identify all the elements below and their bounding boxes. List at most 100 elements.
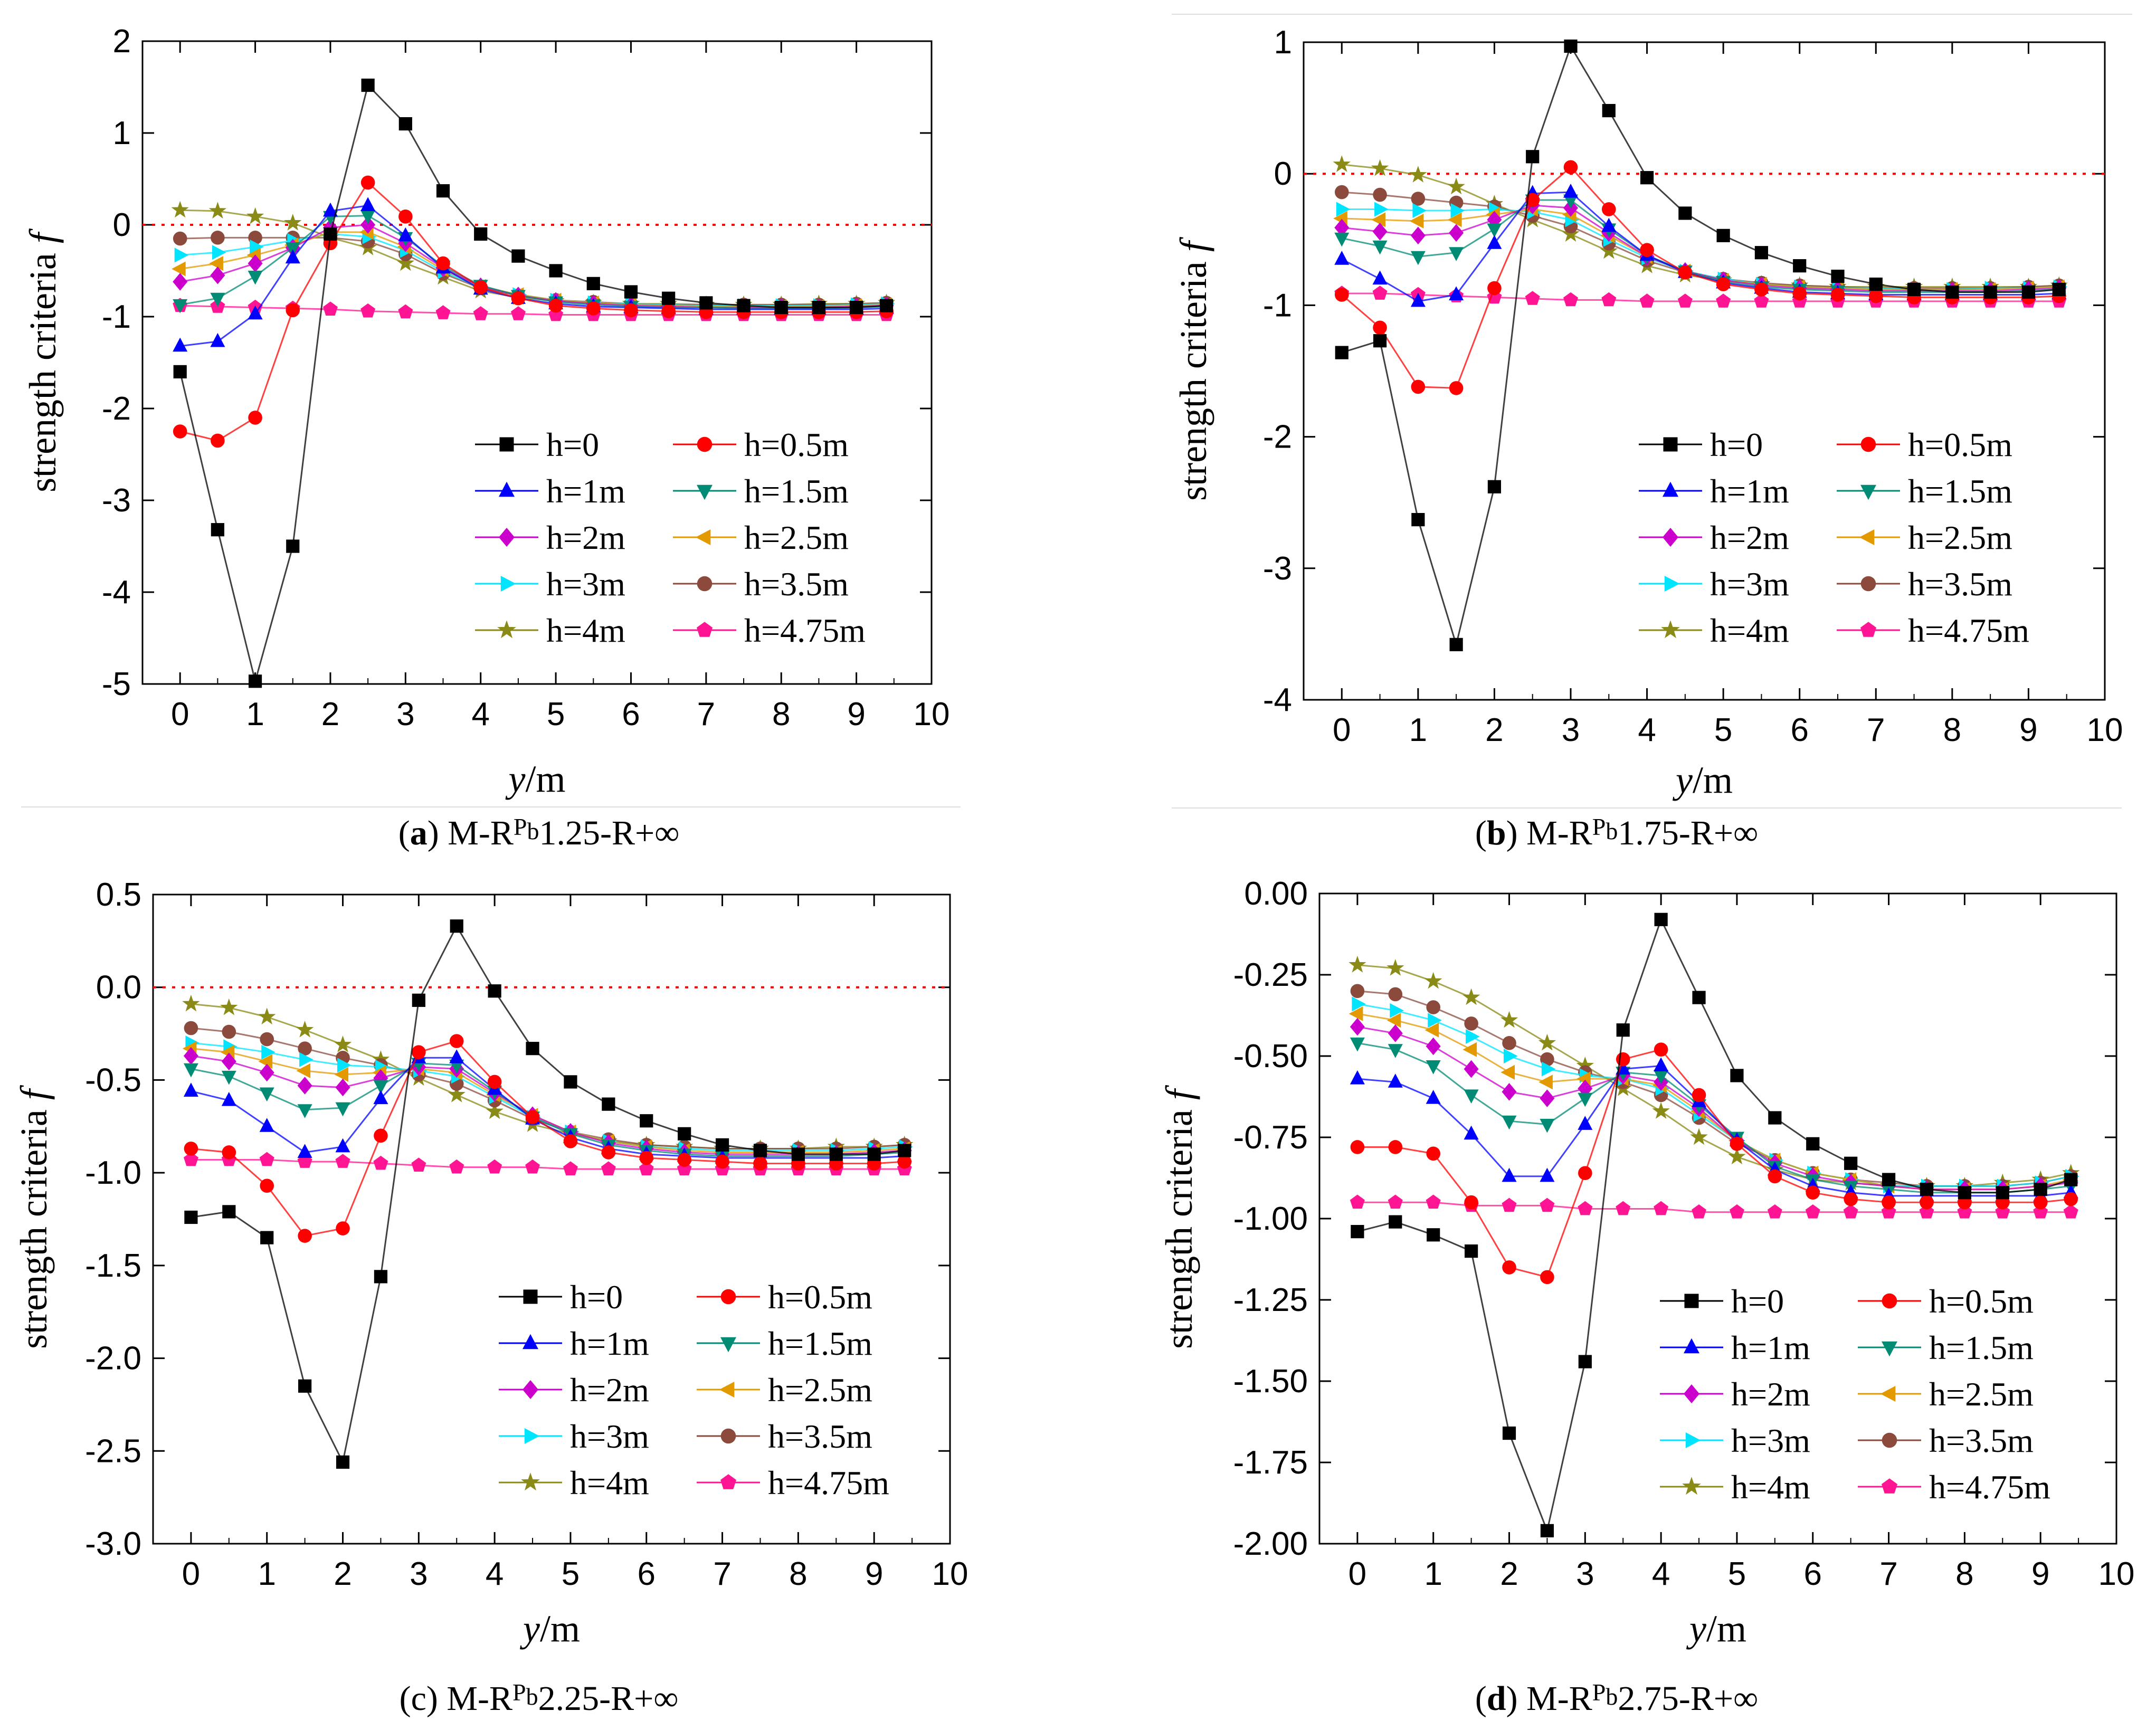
- data-point: [250, 239, 264, 254]
- x-tick-label: 5: [547, 696, 565, 733]
- legend-marker: [499, 437, 514, 452]
- data-point: [1540, 1167, 1555, 1182]
- data-point: [715, 1154, 729, 1169]
- x-tick-label: 8: [1955, 1556, 1973, 1592]
- y-tick-label: -2: [102, 391, 131, 427]
- data-point: [173, 424, 187, 439]
- data-point: [260, 1178, 274, 1193]
- legend-marker: [1859, 529, 1875, 545]
- data-point: [1793, 259, 1807, 273]
- x-tick-label: 0: [1348, 1556, 1366, 1592]
- series-h=0: [173, 78, 894, 688]
- legend-label: h=1.5m: [744, 472, 849, 510]
- data-point: [1449, 286, 1464, 300]
- separator-b: [1172, 807, 2122, 809]
- data-point: [335, 1154, 350, 1168]
- data-point: [221, 1052, 236, 1071]
- data-point: [511, 249, 525, 263]
- legend-marker: [1880, 1386, 1896, 1402]
- separator-a: [21, 806, 961, 807]
- data-point: [640, 1114, 653, 1128]
- legend-label: h=4.75m: [744, 612, 866, 649]
- data-point: [173, 365, 187, 378]
- data-point: [510, 306, 526, 320]
- data-point: [398, 227, 413, 242]
- data-point: [639, 1161, 654, 1175]
- data-point: [1334, 251, 1350, 265]
- data-point: [1487, 480, 1502, 493]
- y-tick-label: -1: [102, 299, 131, 335]
- data-point: [488, 984, 501, 998]
- legend-marker: [1882, 1293, 1897, 1309]
- data-point: [259, 1152, 274, 1166]
- data-point: [1426, 1146, 1441, 1161]
- x-tick-label: 8: [772, 696, 790, 733]
- data-point: [1602, 103, 1616, 118]
- x-tick-label: 1: [246, 696, 264, 733]
- data-point: [1843, 1204, 1858, 1219]
- data-point: [1678, 265, 1693, 280]
- data-point: [220, 998, 238, 1015]
- legend-label: h=0.5m: [1908, 426, 2012, 463]
- legend-marker: [720, 1428, 736, 1444]
- data-point: [2021, 285, 2036, 299]
- y-tick-label: -0.50: [1233, 1038, 1308, 1075]
- data-point: [1616, 1201, 1631, 1215]
- data-point: [396, 254, 414, 271]
- data-point: [1449, 224, 1464, 242]
- data-point: [601, 1145, 616, 1159]
- y-tick-label: -2.5: [85, 1433, 141, 1469]
- data-point: [210, 266, 225, 284]
- data-point: [208, 202, 226, 219]
- data-point: [1502, 1260, 1516, 1275]
- legend-label: h=3m: [1731, 1422, 1810, 1459]
- data-point: [829, 1147, 843, 1161]
- x-axis-label: y/m: [1672, 759, 1733, 801]
- data-point: [1654, 912, 1668, 926]
- data-point: [184, 1021, 198, 1035]
- data-point: [297, 1144, 312, 1158]
- data-point: [173, 231, 187, 246]
- data-point: [398, 117, 412, 131]
- data-point: [1462, 988, 1480, 1005]
- y-tick-label: -5: [102, 666, 131, 702]
- data-point: [1563, 194, 1578, 209]
- data-point: [897, 1154, 912, 1169]
- data-point: [246, 207, 264, 224]
- data-point: [1412, 203, 1427, 218]
- legend-marker: [523, 1380, 538, 1399]
- data-point: [1448, 212, 1462, 227]
- data-point: [259, 1118, 274, 1132]
- data-point: [1371, 159, 1389, 176]
- data-point: [1426, 1090, 1441, 1104]
- legend-label: h=0: [1710, 426, 1763, 463]
- data-point: [285, 249, 300, 264]
- data-point: [487, 1075, 502, 1089]
- data-point: [1525, 193, 1540, 207]
- series-line: [191, 1027, 905, 1149]
- data-point: [335, 1138, 350, 1153]
- data-point: [1540, 1270, 1554, 1285]
- data-point: [563, 1161, 578, 1175]
- y-tick-label: -1.5: [85, 1248, 141, 1284]
- data-point: [1882, 1195, 1896, 1210]
- data-point: [172, 261, 186, 277]
- y-tick-label: -1.50: [1233, 1363, 1308, 1400]
- data-point: [412, 1045, 426, 1060]
- series-h=0: [1335, 39, 2066, 651]
- y-axis-label: strength criteria f: [1172, 236, 1214, 501]
- y-tick-label: 0: [1274, 156, 1292, 192]
- y-tick-label: -2.00: [1233, 1526, 1308, 1562]
- data-point: [1578, 1116, 1593, 1130]
- data-point: [1945, 285, 1959, 299]
- data-point: [1487, 223, 1502, 237]
- series-line: [1342, 164, 2059, 288]
- legend-marker: [720, 1289, 736, 1305]
- data-point: [791, 1147, 805, 1161]
- data-point: [1333, 155, 1351, 172]
- data-point: [1466, 1029, 1480, 1044]
- chart-b: 0 1 2 3 4 5 6 7 8 9 10 -4 -3 -2 -1 0 1 y/m strength criter…: [1172, 24, 2123, 801]
- series-line: [1341, 166, 2059, 389]
- data-point: [624, 285, 638, 299]
- data-point: [296, 1021, 314, 1038]
